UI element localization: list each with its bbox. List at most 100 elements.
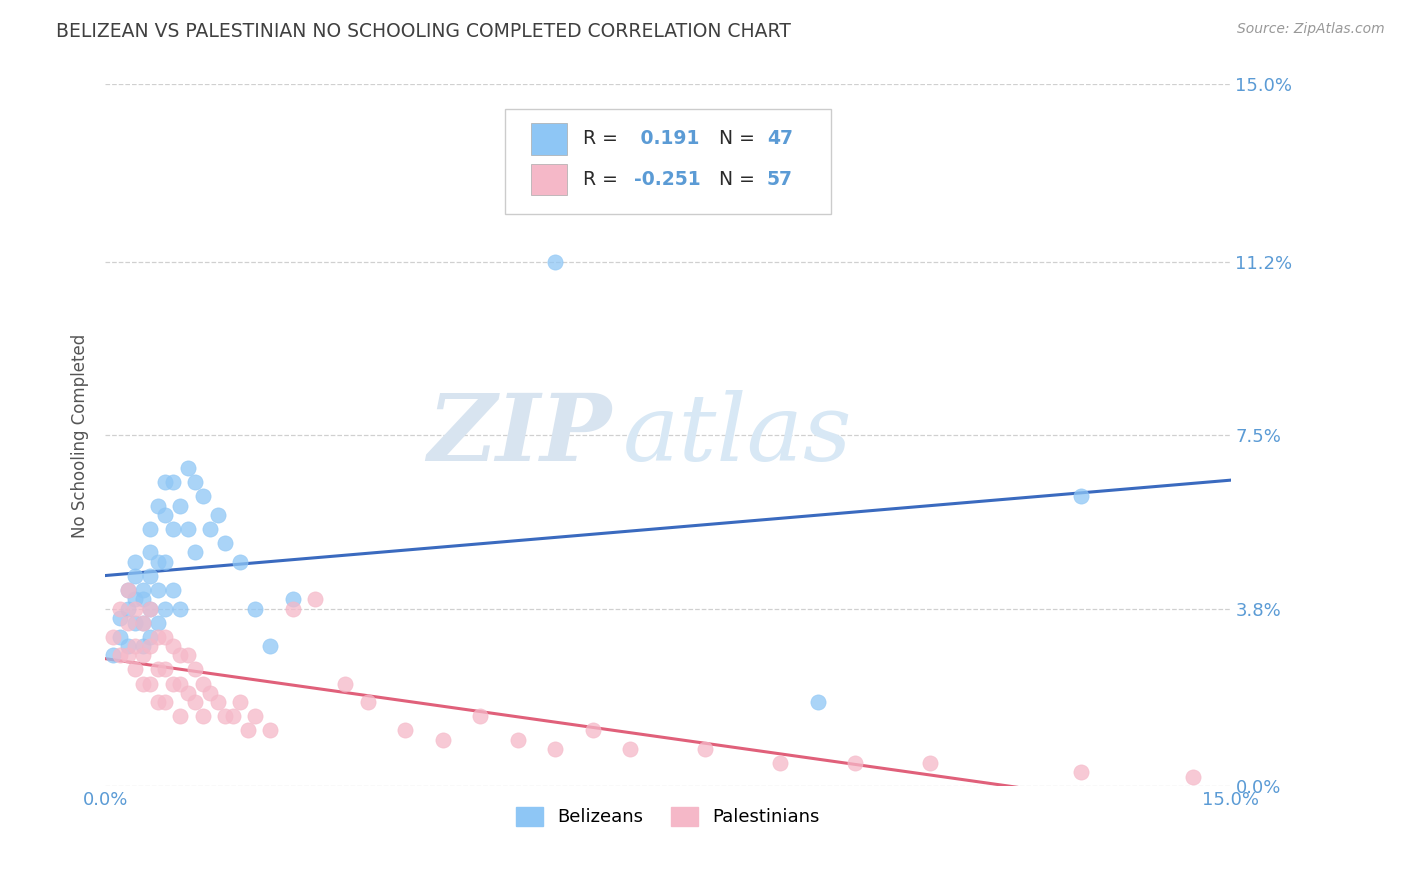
Point (357, 695, 380, 709)
Point (582, 723, 605, 738)
Text: Source: ZipAtlas.com: Source: ZipAtlas.com (1237, 22, 1385, 37)
Point (335, 676, 357, 690)
Point (124, 601, 146, 615)
Point (619, 742, 641, 756)
Point (155, 508, 177, 522)
Point (214, 536, 236, 550)
Point (132, 648, 155, 663)
Point (245, 709, 267, 723)
Point (162, 522, 184, 536)
Text: -0.251: -0.251 (634, 170, 700, 189)
Point (110, 648, 132, 663)
Point (1070, 765, 1092, 780)
Legend: Belizeans, Palestinians: Belizeans, Palestinians (509, 800, 827, 834)
Point (544, 742, 567, 756)
Point (769, 756, 792, 770)
Text: 57: 57 (766, 170, 793, 189)
Point (110, 611, 132, 625)
FancyBboxPatch shape (505, 109, 831, 214)
Point (207, 508, 229, 522)
Point (184, 475, 207, 490)
Point (139, 569, 162, 583)
Point (281, 592, 304, 607)
Point (177, 461, 200, 475)
Point (177, 686, 200, 700)
Point (117, 615, 139, 630)
Point (117, 639, 139, 653)
Text: atlas: atlas (623, 391, 852, 481)
Point (132, 615, 155, 630)
Point (117, 601, 139, 615)
Point (200, 522, 222, 536)
Point (146, 582, 169, 597)
Point (155, 663, 177, 677)
Point (146, 555, 169, 569)
Point (214, 709, 236, 723)
FancyBboxPatch shape (530, 164, 567, 195)
Text: N =: N = (707, 129, 761, 148)
Point (169, 601, 191, 615)
Point (124, 663, 146, 677)
Point (132, 676, 155, 690)
Point (139, 630, 162, 644)
Point (117, 648, 139, 663)
Point (146, 615, 169, 630)
Point (162, 582, 184, 597)
Point (139, 522, 162, 536)
Point (432, 732, 454, 747)
Point (132, 639, 155, 653)
Text: 47: 47 (766, 129, 793, 148)
Point (920, 756, 942, 770)
Point (169, 648, 191, 663)
Point (695, 742, 717, 756)
Point (1182, 770, 1205, 784)
Point (191, 709, 214, 723)
Point (184, 545, 207, 559)
Point (394, 723, 416, 738)
Point (101, 630, 124, 644)
Text: R =: R = (583, 129, 624, 148)
Text: R =: R = (583, 170, 624, 189)
Point (124, 592, 146, 607)
Point (229, 695, 252, 709)
Point (229, 555, 252, 569)
Point (169, 676, 191, 690)
Point (124, 569, 146, 583)
Point (245, 601, 267, 615)
Point (281, 601, 304, 615)
Point (162, 475, 184, 490)
Point (139, 545, 162, 559)
Text: BELIZEAN VS PALESTINIAN NO SCHOOLING COMPLETED CORRELATION CHART: BELIZEAN VS PALESTINIAN NO SCHOOLING COM… (56, 22, 792, 41)
Point (155, 695, 177, 709)
Point (155, 601, 177, 615)
Point (146, 630, 169, 644)
Point (200, 686, 222, 700)
Point (139, 601, 162, 615)
FancyBboxPatch shape (530, 123, 567, 154)
Point (124, 639, 146, 653)
Point (1070, 489, 1092, 503)
Point (177, 648, 200, 663)
Point (207, 695, 229, 709)
Point (259, 723, 281, 738)
Point (222, 709, 245, 723)
Point (506, 732, 529, 747)
Point (162, 676, 184, 690)
Point (177, 522, 200, 536)
Text: N =: N = (707, 170, 761, 189)
Point (191, 676, 214, 690)
Point (124, 555, 146, 569)
Point (132, 582, 155, 597)
Point (155, 555, 177, 569)
Point (169, 709, 191, 723)
Point (146, 695, 169, 709)
Point (304, 592, 326, 607)
Point (807, 695, 830, 709)
Point (146, 499, 169, 513)
Point (139, 676, 162, 690)
Point (117, 582, 139, 597)
Text: ZIP: ZIP (427, 391, 612, 481)
Point (101, 648, 124, 663)
Point (132, 592, 155, 607)
Point (117, 582, 139, 597)
